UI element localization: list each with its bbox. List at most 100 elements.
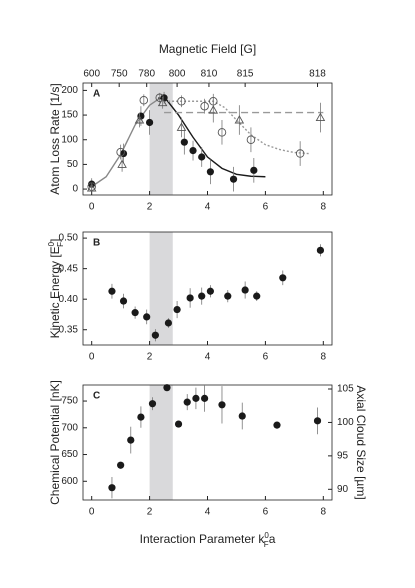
point: [139, 96, 149, 105]
y-tick-label: 700: [61, 422, 78, 433]
point: [250, 166, 258, 174]
point: [198, 292, 206, 300]
y-tick-label: 150: [61, 110, 78, 121]
point: [198, 153, 206, 161]
point: [180, 138, 188, 146]
x-tick-label: 6: [263, 202, 269, 213]
point: [148, 400, 157, 408]
y2-tick-label: 95: [337, 451, 349, 462]
point: [176, 122, 187, 131]
x-tick-label: 8: [321, 202, 327, 213]
point: [116, 147, 125, 157]
point: [241, 286, 249, 294]
shaded-region: [149, 232, 173, 345]
point: [316, 246, 325, 254]
point: [315, 112, 326, 121]
panel-letter: B: [93, 238, 100, 249]
point: [143, 313, 151, 321]
top-tick-label: 780: [138, 69, 155, 80]
x-tick-label: 2: [147, 352, 153, 363]
point: [173, 305, 181, 314]
plot-frame: [82, 82, 333, 196]
point: [192, 394, 200, 402]
x-axis-label-main: Interaction Parameter k: [140, 532, 266, 546]
point: [145, 118, 154, 127]
y2-tick-label: 100: [337, 417, 354, 428]
point: [234, 115, 245, 124]
point: [117, 461, 125, 469]
point: [217, 128, 227, 137]
point: [151, 331, 159, 339]
panel-letter: A: [93, 89, 100, 100]
fit-curve: [91, 97, 165, 188]
x-tick-label: 8: [321, 352, 327, 363]
y2-tick-label: 105: [337, 384, 354, 395]
y-axis-label-sup: 0: [47, 241, 56, 246]
y-tick-label: 0.45: [59, 263, 79, 274]
point: [279, 274, 287, 282]
x-axis-label-sub: F: [264, 540, 269, 549]
y-tick-label: 600: [61, 476, 78, 487]
point: [108, 287, 116, 295]
point: [224, 292, 232, 300]
top-tick-label: 800: [169, 69, 186, 80]
point: [229, 175, 238, 183]
x-tick-label: 0: [89, 202, 95, 213]
shaded-region: [149, 385, 173, 500]
point: [117, 159, 127, 168]
point: [253, 292, 261, 300]
point: [155, 93, 164, 103]
y-tick-label: 0.35: [59, 324, 79, 335]
point: [246, 135, 256, 144]
y2-tick-label: 90: [337, 484, 349, 495]
point: [206, 287, 214, 295]
point: [200, 101, 209, 111]
plot-frame: [82, 231, 333, 346]
y-axis-label-main: Kinetic Energy [E: [48, 246, 62, 338]
point: [131, 309, 139, 317]
point: [186, 294, 194, 302]
point: [119, 297, 128, 305]
point: [137, 413, 145, 421]
point: [238, 412, 246, 420]
x-tick-label: 2: [147, 202, 153, 213]
y-axis-label-after: ]: [48, 239, 62, 242]
x-axis-label: Interaction Parameter k0 Fa: [140, 531, 276, 549]
x-tick-label: 4: [205, 202, 211, 213]
point: [86, 183, 97, 192]
point: [127, 436, 135, 444]
y-tick-label: 0.40: [59, 294, 79, 305]
y-tick-label: 100: [61, 134, 78, 145]
point: [164, 319, 173, 327]
point: [134, 115, 145, 124]
fit-curve: [158, 97, 266, 178]
point: [218, 401, 226, 409]
plot-frame: [82, 384, 333, 501]
point: [189, 146, 197, 155]
x-tick-label: 2: [147, 507, 153, 518]
point: [163, 384, 171, 392]
point: [177, 97, 186, 106]
x-tick-label: 8: [321, 507, 327, 518]
x-tick-label: 6: [263, 352, 269, 363]
x-tick-label: 4: [205, 507, 211, 518]
point: [201, 394, 209, 402]
y2-axis-label: Axial Cloud Size [µm]: [354, 385, 368, 499]
x-tick-label: 4: [205, 352, 211, 363]
top-tick-label: 818: [309, 69, 326, 80]
y-tick-label: 750: [61, 396, 78, 407]
point: [157, 97, 168, 107]
point: [273, 421, 281, 429]
y-axis-label: Kinetic Energy [E0F]: [47, 239, 65, 339]
panel-letter: C: [93, 391, 100, 402]
x-axis-label-after: a: [269, 532, 276, 546]
y-axis-label-sub: F: [56, 242, 65, 247]
y-tick-label: 0.50: [59, 233, 79, 244]
y-tick-label: 50: [67, 159, 79, 170]
y-axis-label: Atom Loss Rate [1/s]: [48, 83, 62, 194]
point: [183, 398, 191, 406]
y-tick-label: 650: [61, 449, 78, 460]
point: [208, 105, 219, 114]
top-tick-label: 815: [237, 69, 254, 80]
